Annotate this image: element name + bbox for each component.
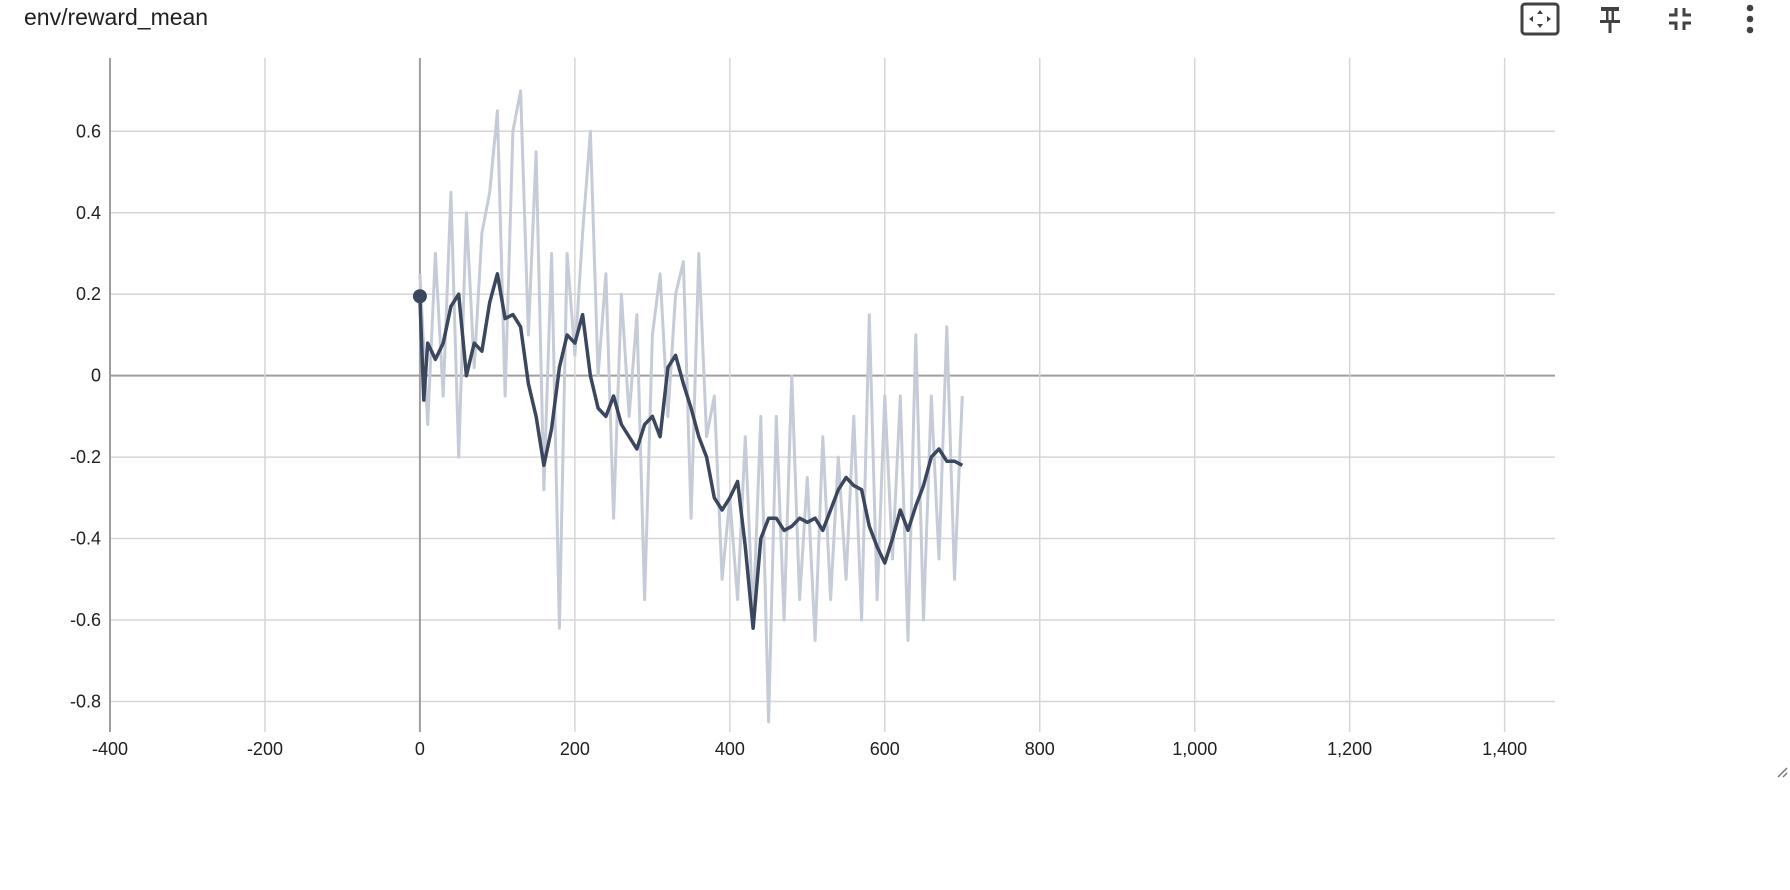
marker-layer bbox=[412, 289, 427, 304]
x-tick-label: 1,400 bbox=[1482, 739, 1527, 759]
y-tick-label: 0 bbox=[91, 366, 101, 386]
x-tick-label: 0 bbox=[415, 739, 425, 759]
y-tick-label: 0.4 bbox=[76, 203, 101, 223]
y-tick-label: -0.2 bbox=[70, 447, 101, 467]
y-tick-label: -0.6 bbox=[70, 610, 101, 630]
chart-title: env/reward_mean bbox=[24, 4, 209, 30]
x-tick-label: -400 bbox=[92, 739, 128, 759]
x-tick-label: 1,000 bbox=[1172, 739, 1217, 759]
x-tick-label: -200 bbox=[247, 739, 283, 759]
pin-button[interactable] bbox=[1590, 2, 1630, 36]
y-tick-label: 0.6 bbox=[76, 121, 101, 141]
y-gridlines bbox=[110, 130, 1555, 703]
more-options-button[interactable] bbox=[1730, 2, 1770, 36]
hover-marker bbox=[412, 289, 427, 304]
collapse-button[interactable] bbox=[1660, 2, 1700, 36]
x-tick-label: 800 bbox=[1025, 739, 1055, 759]
resize-handle-icon[interactable] bbox=[1774, 764, 1788, 778]
x-tick-label: 600 bbox=[870, 739, 900, 759]
fit-to-data-icon bbox=[1520, 2, 1560, 36]
smoothed-series-line bbox=[418, 272, 964, 630]
y-axis-labels: -0.8 -0.6 -0.4 -0.2 0 0.2 0.4 0.6 bbox=[70, 121, 101, 711]
series-layer bbox=[418, 89, 964, 724]
y-tick-label: 0.2 bbox=[76, 284, 101, 304]
y-tick-label: -0.4 bbox=[70, 529, 101, 549]
more-vert-icon bbox=[1746, 4, 1754, 34]
fit-to-data-button[interactable] bbox=[1520, 2, 1560, 36]
pin-icon bbox=[1600, 7, 1620, 33]
collapse-icon bbox=[1669, 8, 1691, 30]
x-tick-label: 400 bbox=[715, 739, 745, 759]
x-tick-label: 200 bbox=[560, 739, 590, 759]
y-tick-label: -0.8 bbox=[70, 691, 101, 711]
x-axis-labels: -400 -200 0 200 400 600 800 1,000 1,200 1,400 bbox=[92, 739, 1527, 759]
chart-toolbar bbox=[1500, 0, 1790, 40]
x-tick-label: 1,200 bbox=[1327, 739, 1372, 759]
x-gridlines bbox=[109, 58, 1506, 732]
raw-series-line bbox=[418, 89, 964, 724]
